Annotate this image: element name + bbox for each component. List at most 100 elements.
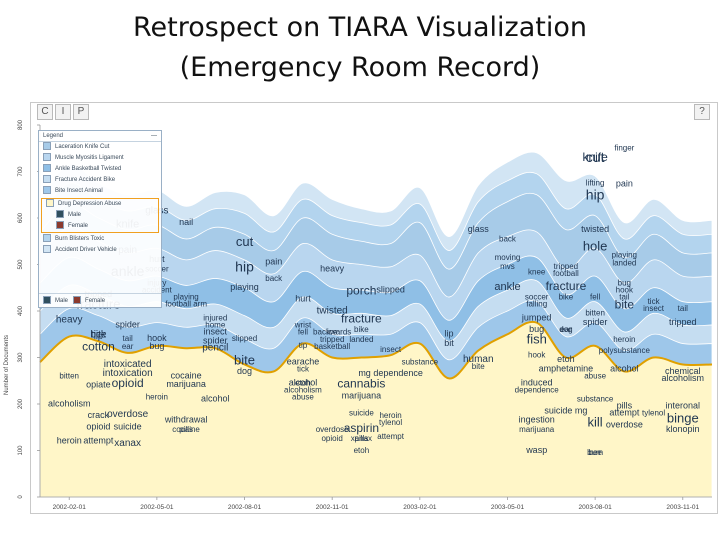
keyword-label: ingestion [519, 415, 555, 425]
legend-item-label: Bite Insect Animal [55, 188, 103, 194]
legend-item[interactable]: Ankle Basketball Twisted [39, 164, 161, 175]
legend-swatch [43, 186, 51, 195]
legend-footer-male-swatch [43, 296, 51, 305]
legend-subitem[interactable]: Male [42, 210, 158, 221]
help-icon[interactable]: ? [694, 104, 710, 120]
keyword-label: kill [588, 414, 603, 429]
legend-item-label: Muscle Myositis Ligament [55, 155, 124, 161]
y-tick-label: 800 [18, 119, 24, 130]
legend-swatch [43, 153, 51, 162]
keyword-label: injured [203, 313, 227, 322]
keyword-label: human [463, 354, 494, 365]
y-tick-label: 0 [18, 495, 24, 499]
legend-item-label: Accident Driver Vehicle [55, 247, 117, 253]
keyword-label: opiate [86, 380, 111, 390]
legend-item-label: Drug Depression Abuse [58, 201, 122, 207]
keyword-label: aspirin [344, 421, 379, 435]
legend-item[interactable]: Drug Depression Abuse [42, 199, 158, 210]
keyword-label: insect [204, 326, 228, 336]
keyword-label: heroin [379, 411, 401, 420]
legend-swatch [43, 245, 51, 254]
keyword-label: tylenol [379, 418, 402, 427]
legend-item[interactable]: Fracture Accident Bike [39, 175, 161, 186]
keyword-label: twisted [317, 305, 348, 316]
keyword-label: overdose [107, 409, 149, 420]
y-tick-label: 100 [18, 445, 24, 456]
keyword-label: bee [588, 448, 602, 457]
legend-footer-female-swatch [73, 296, 82, 305]
x-tick-label: 2003-08-01 [579, 504, 613, 511]
keyword-label: polysubstance [599, 346, 651, 355]
legend-swatch [43, 142, 51, 151]
keyword-label: bug [618, 278, 631, 287]
keyword-label: xanax [114, 438, 141, 449]
keyword-label: playing [230, 282, 259, 292]
legend-item[interactable]: Laceration Knife Cut [39, 142, 161, 153]
keyword-label: football arm [165, 299, 207, 308]
x-tick-label: 2003-05-01 [491, 504, 525, 511]
legend-subitem-label: Female [68, 223, 89, 229]
keyword-label: bite [234, 352, 255, 367]
keyword-label: klonopin [666, 424, 700, 434]
legend-swatch [46, 199, 54, 208]
keyword-label: spider [203, 336, 228, 346]
legend-swatch [56, 210, 64, 219]
keyword-label: substance [577, 395, 614, 404]
keyword-label: football [553, 269, 579, 278]
legend-collapse-icon[interactable]: — [151, 133, 157, 139]
keyword-label: binge [667, 411, 699, 426]
keyword-label: heroin [613, 335, 635, 344]
y-axis-label: Number of Documents [4, 334, 10, 395]
keyword-label: marijuana [519, 425, 555, 434]
legend-highlight-group: Drug Depression Abuse Male Female [41, 198, 159, 233]
keyword-label: ankle [494, 281, 520, 293]
slide-title-line2: (Emergency Room Record) [179, 52, 541, 83]
keyword-label: tripped [554, 262, 578, 271]
refresh-icon[interactable]: C [37, 104, 53, 120]
keyword-label: marijuana [166, 379, 206, 389]
legend-footer: Male Female [39, 293, 161, 307]
keyword-label: hole [583, 239, 608, 254]
keyword-label: slipped [232, 334, 257, 343]
legend-item[interactable]: Accident Driver Vehicle [39, 245, 161, 256]
keyword-label: tripped [320, 335, 344, 344]
keyword-label: heavy [56, 315, 83, 326]
legend-item[interactable]: Bite Insect Animal [39, 186, 161, 197]
keyword-label: hip [235, 258, 254, 274]
keyword-label: crack [88, 410, 110, 420]
keyword-label: suicide [349, 409, 374, 418]
keyword-label: insect [643, 304, 665, 313]
legend-subitem[interactable]: Female [42, 221, 158, 232]
keyword-label: withdrawal [164, 415, 208, 425]
keyword-label: etoh [295, 378, 311, 387]
keyword-label: attempt [83, 436, 114, 446]
keyword-label: back [265, 274, 283, 283]
legend-title: Legend [43, 133, 64, 139]
keyword-label: tip [299, 341, 308, 350]
keyword-label: mg dependence [358, 368, 423, 378]
legend-footer-male: Male [55, 298, 69, 304]
print-icon[interactable]: P [73, 104, 89, 120]
keyword-label: lip [445, 329, 454, 339]
keyword-label: pain [616, 178, 633, 188]
keyword-label: attempt [377, 432, 404, 441]
slide-title: Retrospect on TIARA Visualization (Emerg… [0, 8, 720, 88]
legend-item[interactable]: Muscle Myositis Ligament [39, 153, 161, 164]
keyword-label: alcoholism [662, 373, 705, 383]
keyword-label: dog [559, 325, 572, 334]
keyword-label: bit [444, 338, 454, 348]
info-icon[interactable]: I [55, 104, 71, 120]
legend-item[interactable]: Burn Blisters Toxic [39, 234, 161, 245]
keyword-label: cocaine [171, 370, 202, 380]
keyword-label: substance [402, 357, 439, 366]
keyword-label: chemical [665, 366, 701, 376]
keyword-label: alcohol [289, 377, 318, 387]
keyword-label: nail [179, 217, 193, 227]
keyword-label: tail [123, 334, 133, 343]
keyword-label: basketball [314, 342, 350, 351]
keyword-label: amphetamine [539, 363, 594, 373]
keyword-label: bitten [59, 371, 79, 380]
keyword-label: heroin [57, 436, 82, 446]
keyword-label: wrist [294, 320, 312, 329]
keyword-label: tick [648, 297, 661, 306]
